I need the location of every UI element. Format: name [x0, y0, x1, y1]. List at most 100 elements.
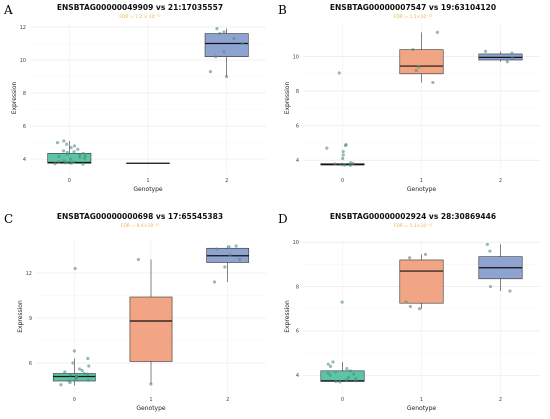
data-point [62, 159, 66, 163]
chart-title: ENSBTAG00000049909 vs 21:17035557 [57, 3, 223, 12]
x-tick-label: 0 [341, 178, 344, 184]
data-point [214, 247, 219, 251]
data-point [333, 370, 338, 374]
x-tick-label: 1 [146, 178, 149, 184]
data-point [505, 60, 509, 64]
data-point [81, 162, 85, 166]
x-axis-label: Genotype [133, 186, 163, 193]
box-genotype-1 [399, 259, 444, 304]
data-point [72, 349, 76, 353]
y-tick-label: 10 [293, 54, 299, 60]
chart-subtitle: FDR = 7.2 × 10⁻¹² [119, 14, 161, 20]
data-point [345, 367, 349, 371]
data-point [53, 162, 57, 166]
panel-letter: C [4, 212, 13, 226]
box-genotype-2 [204, 33, 249, 57]
x-tick-label: 1 [149, 397, 152, 403]
data-point [484, 49, 488, 53]
data-point [208, 69, 213, 74]
x-tick-label: 0 [68, 178, 71, 184]
y-axis-label: Expression [284, 300, 291, 333]
data-point [74, 374, 79, 378]
data-point [83, 156, 87, 160]
x-tick-label: 0 [73, 397, 76, 403]
data-point [341, 149, 345, 154]
data-point [326, 371, 330, 375]
data-point [234, 244, 238, 248]
chart-title: ENSBTAG00000000698 vs 17:65545383 [57, 212, 223, 221]
data-point [328, 364, 333, 368]
data-point [55, 141, 60, 145]
data-point [223, 265, 227, 269]
data-point [348, 369, 352, 373]
x-tick-label: 2 [499, 397, 502, 403]
y-tick-label: 12 [20, 25, 26, 31]
data-point [408, 256, 412, 260]
y-tick-label: 8 [296, 89, 299, 95]
data-point [78, 155, 82, 160]
data-point [333, 162, 337, 166]
data-point [435, 30, 439, 34]
data-point [238, 257, 242, 262]
data-point [87, 364, 91, 368]
data-point [411, 48, 415, 52]
y-tick-label: 8 [296, 284, 299, 290]
y-tick-label: 6 [296, 329, 299, 335]
data-point [149, 382, 153, 386]
data-point [63, 370, 67, 374]
data-point [80, 368, 84, 373]
data-point [86, 356, 90, 361]
data-point [83, 154, 88, 158]
data-point [510, 51, 514, 55]
x-axis-label: Genotype [407, 405, 437, 412]
box-genotype-1 [129, 296, 173, 362]
x-axis-label: Genotype [136, 405, 166, 412]
data-point [334, 379, 338, 384]
data-point [215, 27, 219, 31]
panel-letter: B [278, 3, 287, 17]
data-point [417, 307, 422, 311]
data-point [338, 380, 342, 384]
data-point [214, 55, 218, 59]
data-point [328, 373, 332, 377]
chart-title: ENSBTAG00000007547 vs 19:63104120 [330, 3, 496, 12]
data-point [66, 160, 70, 165]
data-point [69, 145, 73, 150]
data-point [354, 376, 358, 381]
x-tick-label: 1 [420, 178, 423, 184]
chart-panel-a: A ENSBTAG00000049909 vs 21:17035557 FDR = … [3, 3, 266, 193]
chart-subtitle: FDR = 1.1×10⁻¹² [394, 14, 433, 20]
data-point [76, 147, 80, 151]
data-point [339, 162, 343, 167]
data-point [224, 74, 229, 79]
chart-title: ENSBTAG00000002924 vs 28:30869446 [330, 212, 496, 221]
data-point [348, 163, 352, 167]
data-point [77, 153, 82, 157]
data-point [222, 50, 226, 54]
data-point [331, 360, 335, 364]
box-genotype-0 [52, 373, 96, 382]
x-tick-label: 0 [341, 397, 344, 403]
data-point [408, 304, 412, 309]
y-tick-label: 4 [296, 373, 299, 379]
data-point [404, 300, 408, 304]
data-point [62, 139, 66, 143]
y-tick-label: 4 [23, 157, 26, 163]
data-point [337, 71, 341, 75]
data-point [325, 146, 329, 150]
data-point [65, 142, 69, 146]
data-point [347, 375, 351, 380]
data-point [341, 156, 345, 161]
data-point [67, 379, 71, 383]
data-point [136, 257, 141, 262]
data-point [77, 367, 82, 371]
x-tick-label: 2 [225, 178, 228, 184]
data-point [417, 65, 421, 69]
panel-letter: A [3, 3, 13, 17]
chart-panel-b: B ENSBTAG00000007547 vs 19:63104120 FDR = … [278, 3, 540, 193]
data-point [56, 160, 61, 164]
y-tick-label: 9 [29, 316, 32, 322]
data-point [342, 163, 347, 167]
data-point [218, 31, 222, 36]
chart-subtitle: FDR = 1.1×10⁻¹² [394, 223, 433, 229]
